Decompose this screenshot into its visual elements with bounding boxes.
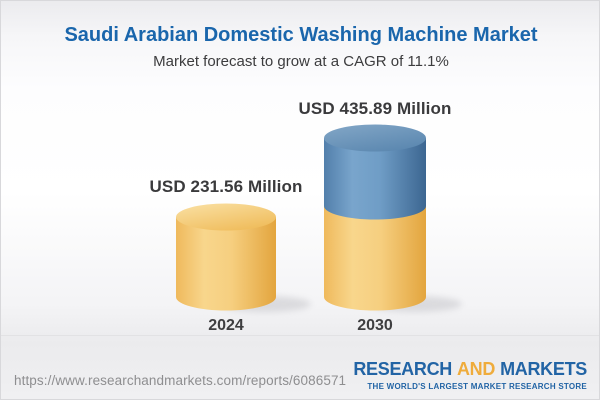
footer: https://www.researchandmarkets.com/repor… bbox=[1, 336, 599, 399]
footer-divider bbox=[1, 335, 599, 336]
bar-2030-cylinder bbox=[324, 124, 426, 311]
report-url: https://www.researchandmarkets.com/repor… bbox=[14, 373, 347, 388]
bar-2030-base-segment bbox=[324, 206, 426, 297]
research-and-markets-logo: RESEARCH AND MARKETS THE WORLD'S LARGEST M… bbox=[353, 360, 587, 392]
logo-tagline: THE WORLD'S LARGEST MARKET RESEARCH STOR… bbox=[367, 382, 587, 391]
logo-wordmark: RESEARCH AND MARKETS bbox=[353, 360, 587, 379]
chart-subtitle: Market forecast to grow at a CAGR of 11.… bbox=[153, 53, 449, 70]
chart-title: Saudi Arabian Domestic Washing Machine M… bbox=[64, 24, 538, 46]
cylinder-bar-chart: USD 231.56 Million USD 435.89 Million 20… bbox=[1, 76, 599, 336]
bar-2030-segment-joint bbox=[324, 192, 426, 220]
bar-2030-bottom-cap bbox=[324, 283, 426, 311]
logo-word-research: RESEARCH bbox=[353, 359, 452, 379]
logo-word-and: AND bbox=[456, 359, 496, 379]
bar-2024-bottom-cap bbox=[176, 283, 276, 311]
bar-2030-top-cap bbox=[324, 124, 426, 152]
axis-label-2024: 2024 bbox=[208, 317, 244, 334]
bar-2024-top-cap bbox=[176, 203, 276, 231]
value-label-2030: USD 435.89 Million bbox=[298, 99, 452, 118]
bar-2024-cylinder bbox=[176, 203, 276, 311]
cylinder-chart-graphic bbox=[176, 124, 462, 312]
chart-header: Saudi Arabian Domestic Washing Machine M… bbox=[1, 1, 599, 71]
value-label-2024: USD 231.56 Million bbox=[149, 177, 303, 196]
axis-label-2030: 2030 bbox=[357, 317, 393, 334]
logo-word-markets: MARKETS bbox=[500, 359, 587, 379]
